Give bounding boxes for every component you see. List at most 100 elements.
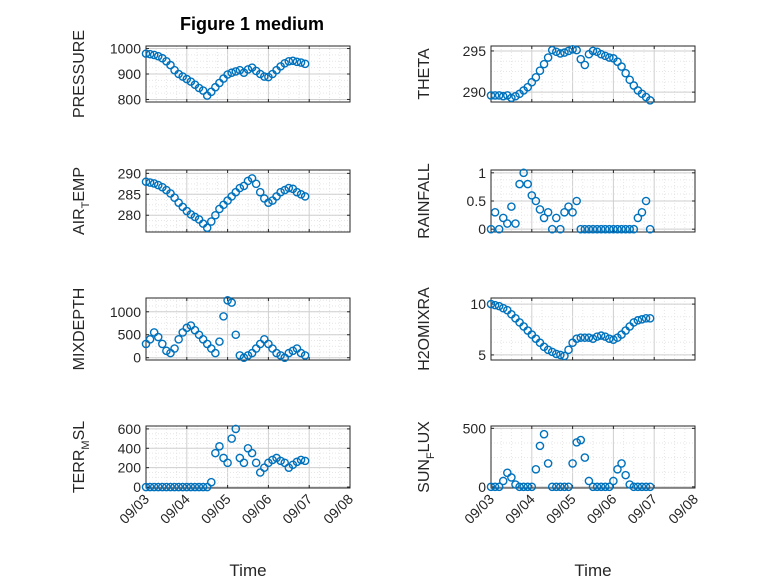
data-point — [194, 482, 204, 492]
data-point — [211, 448, 220, 458]
data-point — [596, 224, 606, 234]
data-point — [141, 49, 151, 58]
panel-terr_msl: 0 200 400 600 09/03 09/04 09/05 09/06 09/07 09/08… — [71, 421, 356, 580]
data-point — [515, 179, 524, 189]
x-tick-label: 09/04 — [157, 491, 193, 527]
data-point — [535, 205, 545, 214]
data-point — [498, 213, 508, 223]
data-point — [174, 335, 183, 344]
data-point — [174, 482, 183, 492]
data-point — [158, 482, 167, 492]
data-point — [551, 47, 561, 57]
data-point — [564, 345, 573, 355]
data-point — [617, 62, 626, 71]
data-point — [560, 48, 569, 57]
data-point — [576, 224, 586, 234]
data-point — [486, 224, 496, 234]
data-point — [621, 470, 630, 480]
data-point — [280, 59, 290, 68]
data-point — [556, 224, 565, 234]
data-point — [507, 473, 516, 482]
data-point — [206, 217, 216, 226]
data-point — [170, 482, 179, 492]
data-point — [629, 224, 639, 234]
data-point — [641, 314, 651, 323]
data-point — [568, 44, 577, 54]
data-point — [584, 224, 594, 234]
data-point — [564, 482, 573, 492]
y-tick-label: 10 — [470, 296, 486, 312]
data-point — [153, 180, 163, 190]
data-point — [486, 299, 496, 309]
y-tick-label: 290 — [463, 84, 487, 100]
data-point — [247, 448, 257, 458]
data-point — [613, 224, 622, 234]
data-point — [580, 60, 590, 70]
data-point — [605, 482, 614, 492]
data-point — [149, 50, 159, 60]
axes-box — [490, 45, 696, 103]
data-point — [264, 198, 273, 207]
data-point — [527, 191, 537, 200]
data-point — [515, 482, 524, 492]
data-point — [153, 482, 163, 492]
data-point — [251, 458, 261, 468]
data-point — [288, 56, 298, 66]
data-point — [596, 482, 606, 492]
data-point — [609, 335, 618, 344]
y-axis-label: AIRTEMP — [71, 167, 92, 235]
data-point — [494, 224, 504, 234]
data-point — [551, 349, 561, 359]
data-point — [580, 453, 590, 462]
data-point — [300, 59, 310, 69]
x-tick-label: 09/03 — [461, 491, 497, 527]
data-point — [507, 93, 516, 103]
y-axis-label: PRESSURE — [71, 30, 88, 118]
data-point — [568, 459, 577, 468]
y-tick-label: 280 — [118, 207, 142, 223]
data-point — [219, 312, 228, 321]
data-point — [153, 51, 163, 61]
data-point — [527, 482, 537, 492]
data-point — [596, 49, 606, 59]
data-point — [547, 45, 557, 55]
data-point — [560, 351, 569, 361]
data-point — [588, 224, 598, 234]
data-point — [556, 49, 565, 58]
data-point — [613, 464, 622, 474]
data-point — [531, 464, 541, 474]
y-tick-label: 5 — [478, 347, 486, 363]
data-point — [296, 58, 306, 67]
data-point — [543, 459, 553, 468]
data-point — [494, 301, 504, 311]
data-point — [198, 482, 208, 492]
data-point — [162, 482, 171, 492]
data-point — [498, 476, 508, 486]
data-point — [507, 202, 516, 211]
data-point — [296, 189, 306, 199]
data-point — [609, 476, 618, 486]
x-tick-label: 09/06 — [238, 491, 274, 527]
data-point — [300, 351, 310, 360]
data-point — [645, 482, 655, 492]
data-point — [539, 213, 549, 223]
data-point — [284, 183, 294, 193]
data-point — [519, 482, 528, 492]
data-point — [182, 482, 192, 492]
data-point — [621, 224, 630, 234]
data-point — [576, 333, 586, 342]
y-axis-label: MIXDEPTH — [71, 288, 88, 371]
data-point — [215, 337, 224, 346]
data-point — [145, 335, 155, 344]
data-point — [141, 177, 151, 187]
data-point — [629, 318, 639, 327]
data-point — [490, 91, 500, 100]
x-tick-label: 09/05 — [543, 491, 579, 527]
data-point — [531, 72, 541, 82]
x-tick-label: 09/07 — [624, 491, 660, 527]
data-point — [633, 482, 643, 492]
data-point — [231, 67, 241, 76]
y-tick-label: 0.5 — [467, 193, 487, 209]
x-tick-label: 09/08 — [320, 491, 356, 527]
